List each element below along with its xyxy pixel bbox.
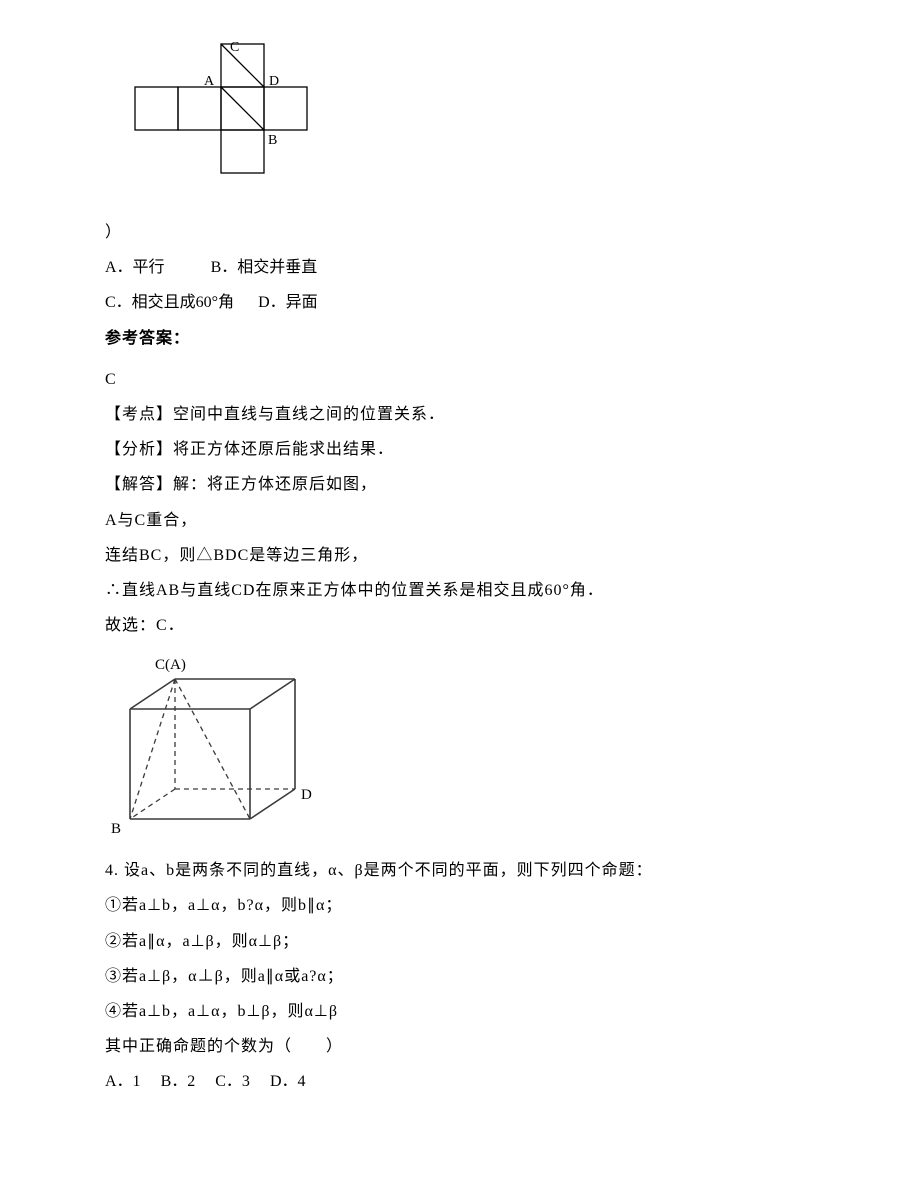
- q4-option-b: B．2: [161, 1073, 196, 1090]
- step3: ∴直线AB与直线CD在原来正方体中的位置关系是相交且成60°角．: [105, 573, 815, 608]
- page: A B C D ） A．平行 B．相交并垂直 C．相交且成60°角 D．异面 参考答…: [0, 0, 920, 1191]
- net-label-c: C: [230, 40, 239, 55]
- figure-net: A B C D: [105, 36, 815, 211]
- q3-option-d: D．异面: [258, 294, 318, 311]
- q3-option-c: C．相交且成60°角: [105, 294, 234, 311]
- q4-option-c: C．3: [215, 1073, 250, 1090]
- net-svg: A B C D: [105, 36, 365, 211]
- q4-p3: ③若a⊥β，α⊥β，则a∥α或a?α；: [105, 959, 815, 994]
- net-label-d: D: [269, 74, 279, 89]
- jieda-intro: 【解答】解：将正方体还原后如图，: [105, 467, 815, 502]
- cube-svg: C(A) B D: [105, 649, 320, 849]
- q3-options-row2: C．相交且成60°角 D．异面: [105, 285, 815, 320]
- answer-letter: C: [105, 362, 815, 397]
- net-label-b: B: [268, 133, 277, 148]
- q4-p2: ②若a∥α，a⊥β，则α⊥β；: [105, 924, 815, 959]
- fenxi: 【分析】将正方体还原后能求出结果．: [105, 432, 815, 467]
- net-label-a: A: [204, 74, 215, 89]
- q4-p1: ①若a⊥b，a⊥α，b?α，则b∥α；: [105, 888, 815, 923]
- answer-header: 参考答案：: [105, 321, 815, 356]
- conclusion: 故选：C．: [105, 608, 815, 643]
- q3-closing-paren: ）: [105, 215, 815, 250]
- step2: 连结BC，则△BDC是等边三角形，: [105, 538, 815, 573]
- q4-stem: 4. 设a、b是两条不同的直线，α、β是两个不同的平面，则下列四个命题：: [105, 853, 815, 888]
- figure-cube: C(A) B D: [105, 649, 815, 849]
- q3-options-row1: A．平行 B．相交并垂直: [105, 250, 815, 285]
- cube-label-b: B: [111, 821, 121, 837]
- cube-label-d: D: [301, 787, 312, 803]
- q4-p4: ④若a⊥b，a⊥α，b⊥β，则α⊥β: [105, 994, 815, 1029]
- q4-option-d: D．4: [270, 1073, 306, 1090]
- q4-options: A．1 B．2 C．3 D．4: [105, 1064, 815, 1099]
- q4-option-a: A．1: [105, 1073, 141, 1090]
- step1: A与C重合，: [105, 503, 815, 538]
- q4-tail: 其中正确命题的个数为（ ）: [105, 1029, 815, 1064]
- cube-label-ca: C(A): [155, 657, 186, 673]
- q3-option-b: B．相交并垂直: [211, 259, 318, 276]
- kaodian: 【考点】空间中直线与直线之间的位置关系．: [105, 397, 815, 432]
- q3-option-a: A．平行: [105, 259, 165, 276]
